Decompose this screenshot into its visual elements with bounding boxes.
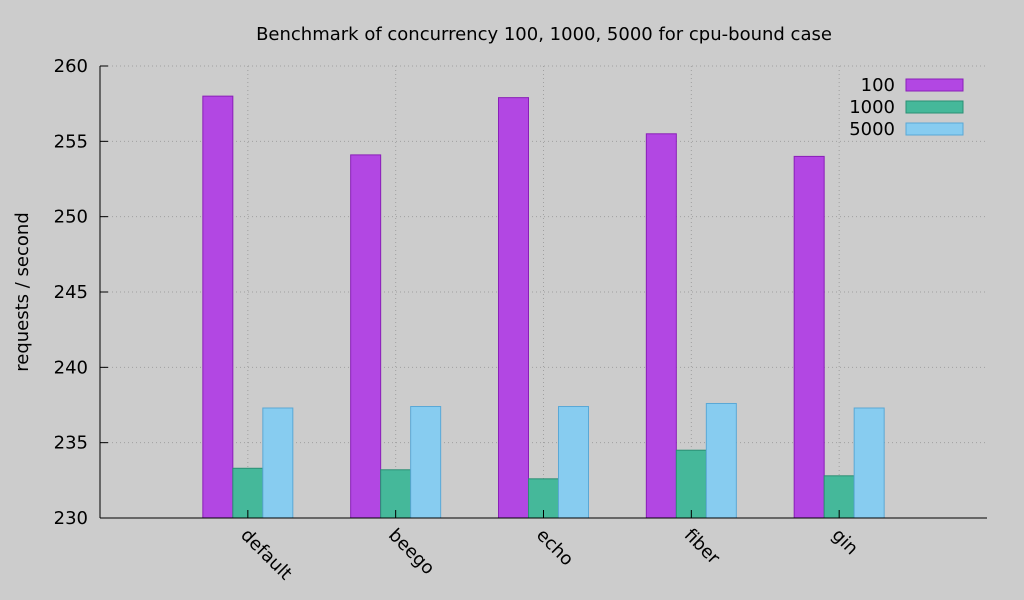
y-tick-label: 255 bbox=[54, 131, 88, 152]
legend-swatch-100 bbox=[905, 78, 964, 92]
bar-100-gin bbox=[793, 155, 825, 519]
y-tick-label: 260 bbox=[54, 56, 88, 77]
bar-1000-fiber bbox=[675, 449, 707, 519]
bar-5000-echo bbox=[558, 406, 589, 519]
y-axis-label: requests / second bbox=[12, 212, 33, 372]
x-tick-labels: default beego echo fiber gin bbox=[236, 525, 862, 585]
bar-100-beego bbox=[350, 154, 382, 519]
bar-100-fiber bbox=[645, 133, 677, 519]
legend-swatch-1000 bbox=[905, 100, 964, 114]
x-tick-label: fiber bbox=[680, 525, 724, 569]
x-tick-label: beego bbox=[384, 525, 438, 579]
x-tick-label: echo bbox=[532, 525, 578, 571]
y-tick-label: 250 bbox=[54, 207, 88, 228]
y-tick-label: 235 bbox=[54, 433, 88, 454]
y-tick-label: 240 bbox=[54, 357, 88, 378]
axes bbox=[99, 65, 987, 519]
bar-5000-beego bbox=[410, 406, 442, 519]
bar-1000-beego bbox=[380, 469, 412, 519]
bar-5000-gin bbox=[853, 407, 885, 519]
bars bbox=[202, 95, 885, 519]
bar-100-default bbox=[202, 95, 234, 519]
legend-swatch-5000 bbox=[905, 122, 964, 136]
legend-label-5000: 5000 bbox=[849, 119, 895, 140]
grid-lines bbox=[100, 65, 987, 518]
bar-5000-fiber bbox=[705, 402, 737, 519]
bar-5000-default bbox=[262, 407, 294, 519]
legend-label-100: 100 bbox=[861, 75, 895, 96]
y-tick-label: 245 bbox=[54, 282, 88, 303]
chart-title: Benchmark of concurrency 100, 1000, 5000… bbox=[256, 24, 832, 45]
x-tick-label: default bbox=[236, 525, 296, 585]
bar-100-echo bbox=[498, 97, 529, 519]
legend-label-1000: 1000 bbox=[849, 97, 895, 118]
x-tick-label: gin bbox=[828, 525, 863, 560]
bar-1000-default bbox=[232, 467, 264, 519]
y-tick-label: 230 bbox=[54, 508, 88, 529]
y-tick-labels: 230 235 240 245 250 255 260 bbox=[54, 56, 88, 529]
